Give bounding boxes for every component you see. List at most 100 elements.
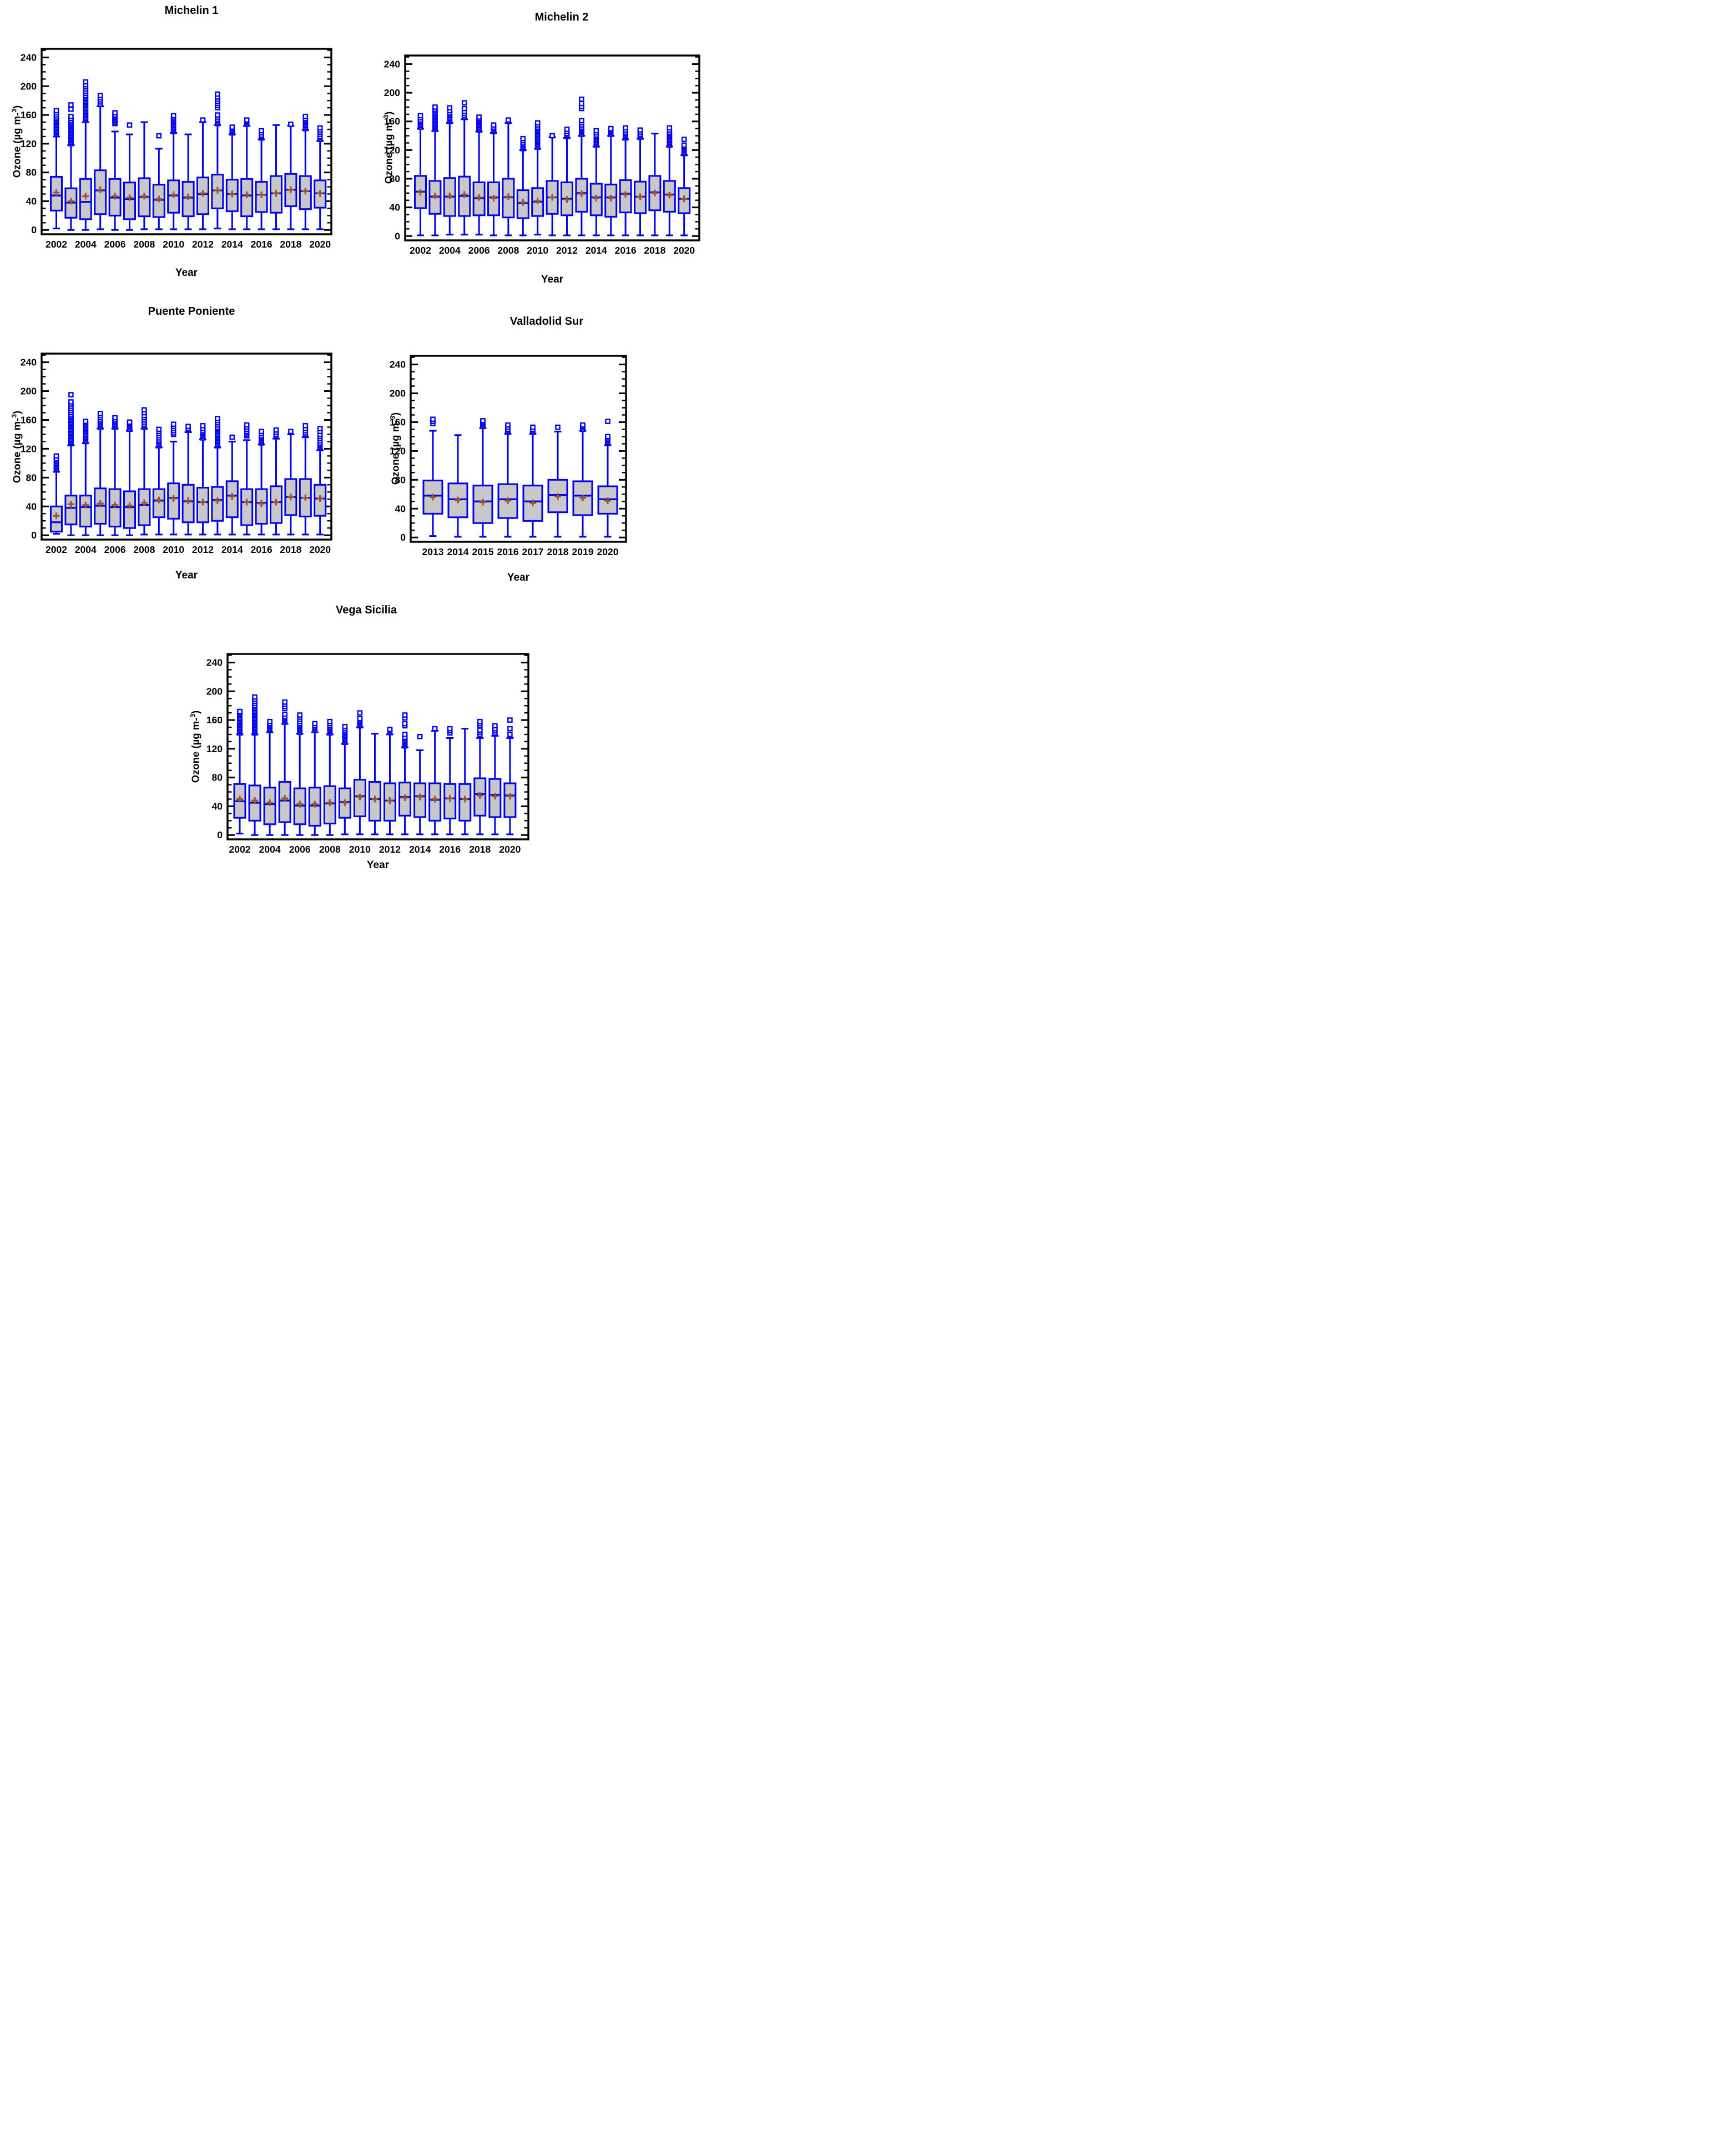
box-michelin_1-2008 [138, 121, 151, 230]
svg-text:2002: 2002 [410, 245, 431, 256]
x-axis-label-vega-sicilia: Year [366, 859, 390, 871]
box-vega_sicilia-2017 [458, 728, 472, 835]
svg-text:2006: 2006 [104, 544, 126, 555]
box-valladolid_sur-2016 [497, 422, 518, 538]
box-puente_poniente-2020 [314, 426, 327, 536]
svg-text:240: 240 [206, 657, 223, 668]
box-valladolid_sur-2015 [472, 418, 493, 538]
box-michelin_2-2002 [414, 113, 427, 236]
box-michelin_2-2003 [428, 104, 442, 236]
svg-text:240: 240 [21, 52, 37, 63]
svg-text:2008: 2008 [133, 239, 155, 250]
box-michelin_2-2015 [604, 125, 618, 236]
svg-text:200: 200 [21, 386, 37, 397]
svg-text:40: 40 [212, 800, 223, 812]
box-michelin_1-2015 [240, 117, 254, 230]
svg-text:2014: 2014 [447, 546, 469, 557]
svg-text:2016: 2016 [615, 245, 637, 256]
svg-text:2014: 2014 [221, 239, 243, 250]
box-michelin_2-2013 [575, 96, 588, 236]
svg-text:2012: 2012 [192, 239, 214, 250]
svg-text:2016: 2016 [251, 544, 272, 555]
svg-text:0: 0 [217, 829, 223, 840]
box-michelin_1-2017 [270, 124, 282, 230]
box-puente_poniente-2009 [152, 426, 165, 536]
svg-text:2012: 2012 [556, 245, 578, 256]
box-vega_sicilia-2019 [488, 723, 502, 835]
box-puente_poniente-2014 [225, 434, 239, 536]
box-vega_sicilia-2016 [443, 726, 457, 835]
box-michelin_2-2017 [634, 127, 647, 236]
svg-text:2004: 2004 [259, 844, 281, 855]
box-michelin_1-2013 [211, 91, 224, 230]
box-michelin_1-2009 [152, 133, 165, 230]
svg-text:2013: 2013 [422, 546, 444, 557]
svg-text:2015: 2015 [472, 546, 494, 557]
box-michelin_1-2014 [225, 124, 239, 230]
svg-text:2018: 2018 [644, 245, 665, 256]
svg-text:2018: 2018 [280, 544, 301, 555]
svg-text:2020: 2020 [309, 239, 331, 250]
svg-text:2017: 2017 [522, 546, 544, 557]
box-michelin_2-2009 [516, 135, 529, 236]
svg-text:2018: 2018 [469, 844, 491, 855]
box-puente_poniente-2004 [79, 419, 92, 536]
svg-text:240: 240 [21, 357, 37, 368]
svg-text:2004: 2004 [75, 544, 97, 555]
box-puente_poniente-2015 [240, 422, 254, 536]
svg-text:2002: 2002 [46, 544, 67, 555]
svg-text:0: 0 [31, 530, 37, 541]
x-axis-label-michelin-1: Year [175, 267, 198, 279]
x-axis-label-michelin-2: Year [541, 274, 564, 285]
box-vega_sicilia-2007 [308, 721, 321, 836]
box-michelin_2-2016 [619, 125, 632, 236]
box-valladolid_sur-2018 [547, 424, 568, 538]
box-michelin_1-2007 [123, 122, 136, 231]
box-michelin_1-2012 [196, 117, 209, 230]
svg-text:2002: 2002 [229, 844, 251, 855]
svg-text:2004: 2004 [75, 239, 97, 250]
svg-text:2010: 2010 [163, 544, 184, 555]
svg-text:0: 0 [395, 230, 400, 241]
svg-text:120: 120 [21, 138, 37, 149]
svg-text:2018: 2018 [547, 546, 569, 557]
svg-text:2014: 2014 [409, 844, 431, 855]
box-michelin_2-2011 [546, 133, 559, 236]
box-valladolid_sur-2020 [597, 419, 618, 538]
box-vega_sicilia-2003 [248, 694, 261, 836]
svg-text:2006: 2006 [289, 844, 311, 855]
svg-text:240: 240 [384, 58, 400, 69]
box-michelin_2-2019 [663, 125, 676, 236]
box-valladolid_sur-2014 [447, 434, 468, 538]
svg-text:2010: 2010 [527, 245, 548, 256]
svg-text:2008: 2008 [133, 544, 155, 555]
svg-text:40: 40 [395, 503, 406, 514]
svg-text:80: 80 [395, 474, 406, 485]
x-axis-label-puente-poniente: Year [175, 570, 198, 581]
box-michelin_1-2003 [64, 102, 78, 231]
panel-title-puente-poniente: Puente Poniente [148, 305, 235, 318]
svg-text:200: 200 [390, 388, 406, 399]
x-axis-label-valladolid-sur: Year [507, 572, 530, 583]
svg-text:2012: 2012 [379, 844, 401, 855]
svg-text:2004: 2004 [439, 245, 461, 256]
panel-title-vega-sicilia: Vega Sicilia [335, 604, 397, 616]
svg-text:2008: 2008 [497, 245, 519, 256]
box-vega_sicilia-2010 [353, 710, 366, 835]
box-michelin_2-2012 [561, 127, 573, 236]
svg-text:2016: 2016 [439, 844, 461, 855]
svg-text:2014: 2014 [221, 544, 243, 555]
box-valladolid_sur-2013 [422, 416, 443, 537]
svg-text:2020: 2020 [309, 544, 331, 555]
box-vega_sicilia-2009 [338, 723, 351, 835]
svg-text:2002: 2002 [46, 239, 67, 250]
svg-text:2014: 2014 [586, 245, 607, 256]
figure: Michelin 1 Ozone (µg m-3) 0 40 80 120 160 200… [0, 0, 710, 874]
svg-text:2016: 2016 [251, 239, 272, 250]
box-puente_poniente-2017 [270, 427, 282, 536]
box-michelin_2-2007 [487, 122, 500, 236]
panel-title-michelin-2: Michelin 2 [534, 11, 589, 23]
svg-text:2020: 2020 [673, 245, 695, 256]
svg-text:160: 160 [206, 714, 223, 726]
